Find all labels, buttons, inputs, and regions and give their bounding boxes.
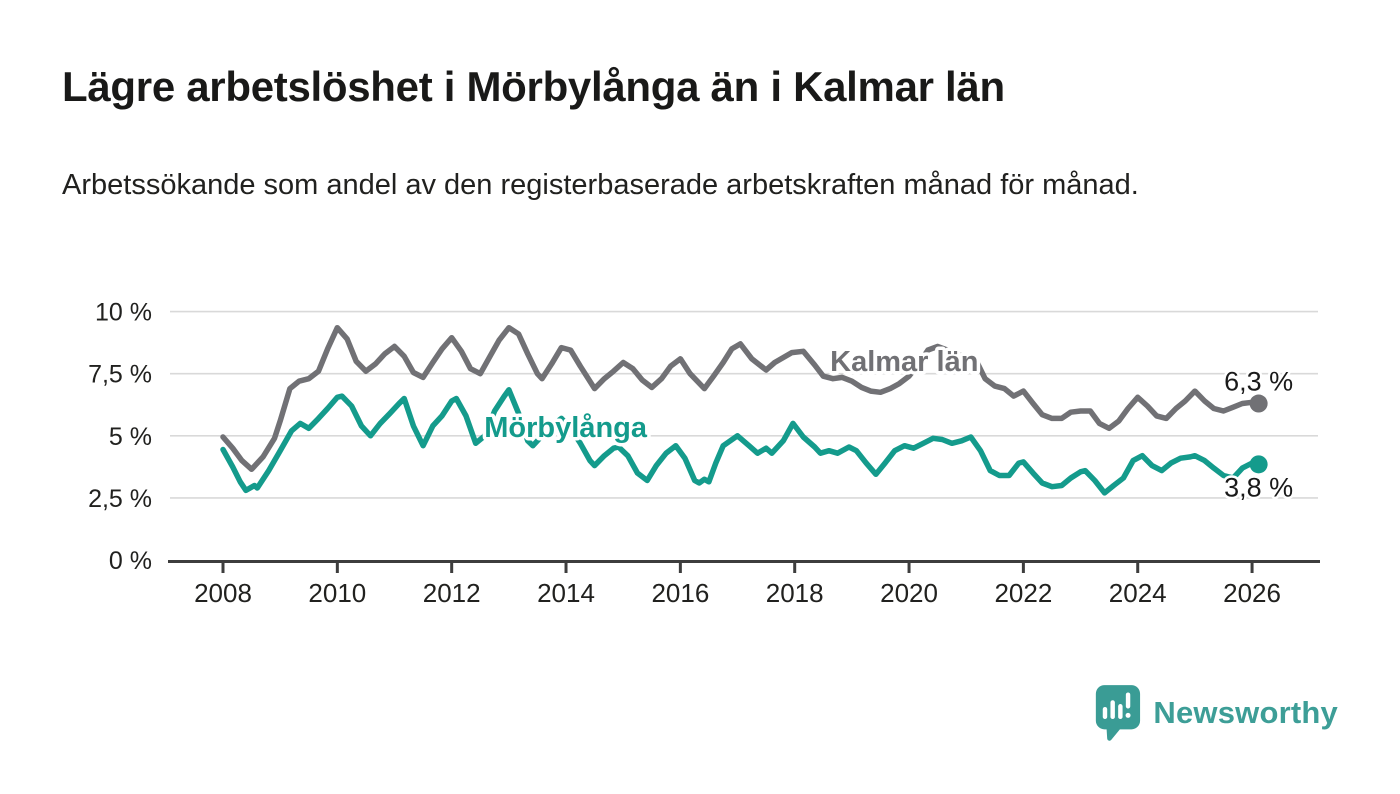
- series-end-value-label: 3,8 %: [1224, 472, 1293, 502]
- page-title: Lägre arbetslöshet i Mörbylånga än i Kal…: [62, 63, 1005, 110]
- series-inline-label: Kalmar län: [830, 346, 978, 378]
- bar-chart-speech-bubble-icon: [1096, 685, 1141, 741]
- series-line-kalmar-lan: [220, 324, 1260, 473]
- series-inline-label: Mörbylånga: [484, 412, 648, 444]
- x-axis-tick-label: 2020: [880, 578, 938, 608]
- x-axis-tick-label: 2018: [766, 578, 824, 608]
- x-axis-tick-label: 2026: [1223, 578, 1281, 608]
- x-axis-tick-label: 2016: [651, 578, 709, 608]
- y-axis-tick-label: 2,5 %: [88, 485, 152, 513]
- y-axis-tick-label: 5 %: [109, 423, 152, 451]
- x-axis-tick-label: 2022: [994, 578, 1052, 608]
- x-axis-tick-label: 2010: [308, 578, 366, 608]
- series-end-dot-morbylanga: [1249, 455, 1268, 474]
- series-line-morbylanga: [220, 387, 1260, 496]
- newsworthy-logo: Newsworthy: [1092, 683, 1338, 743]
- chart-subtitle: Arbetssökande som andel av den registerb…: [62, 169, 1139, 201]
- x-axis-tick-label: 2024: [1109, 578, 1167, 608]
- x-axis-tick-label: 2014: [537, 578, 595, 608]
- series-end-dot-kalmar-lan: [1249, 394, 1268, 413]
- y-axis-tick-label: 0 %: [109, 547, 152, 575]
- y-axis-tick-label: 10 %: [95, 299, 152, 327]
- y-axis-tick-label: 7,5 %: [88, 361, 152, 389]
- series-end-value-label: 6,3 %: [1224, 367, 1293, 397]
- x-axis-tick-label: 2008: [194, 578, 252, 608]
- brand-name: Newsworthy: [1153, 695, 1338, 730]
- x-axis-tick-label: 2012: [423, 578, 481, 608]
